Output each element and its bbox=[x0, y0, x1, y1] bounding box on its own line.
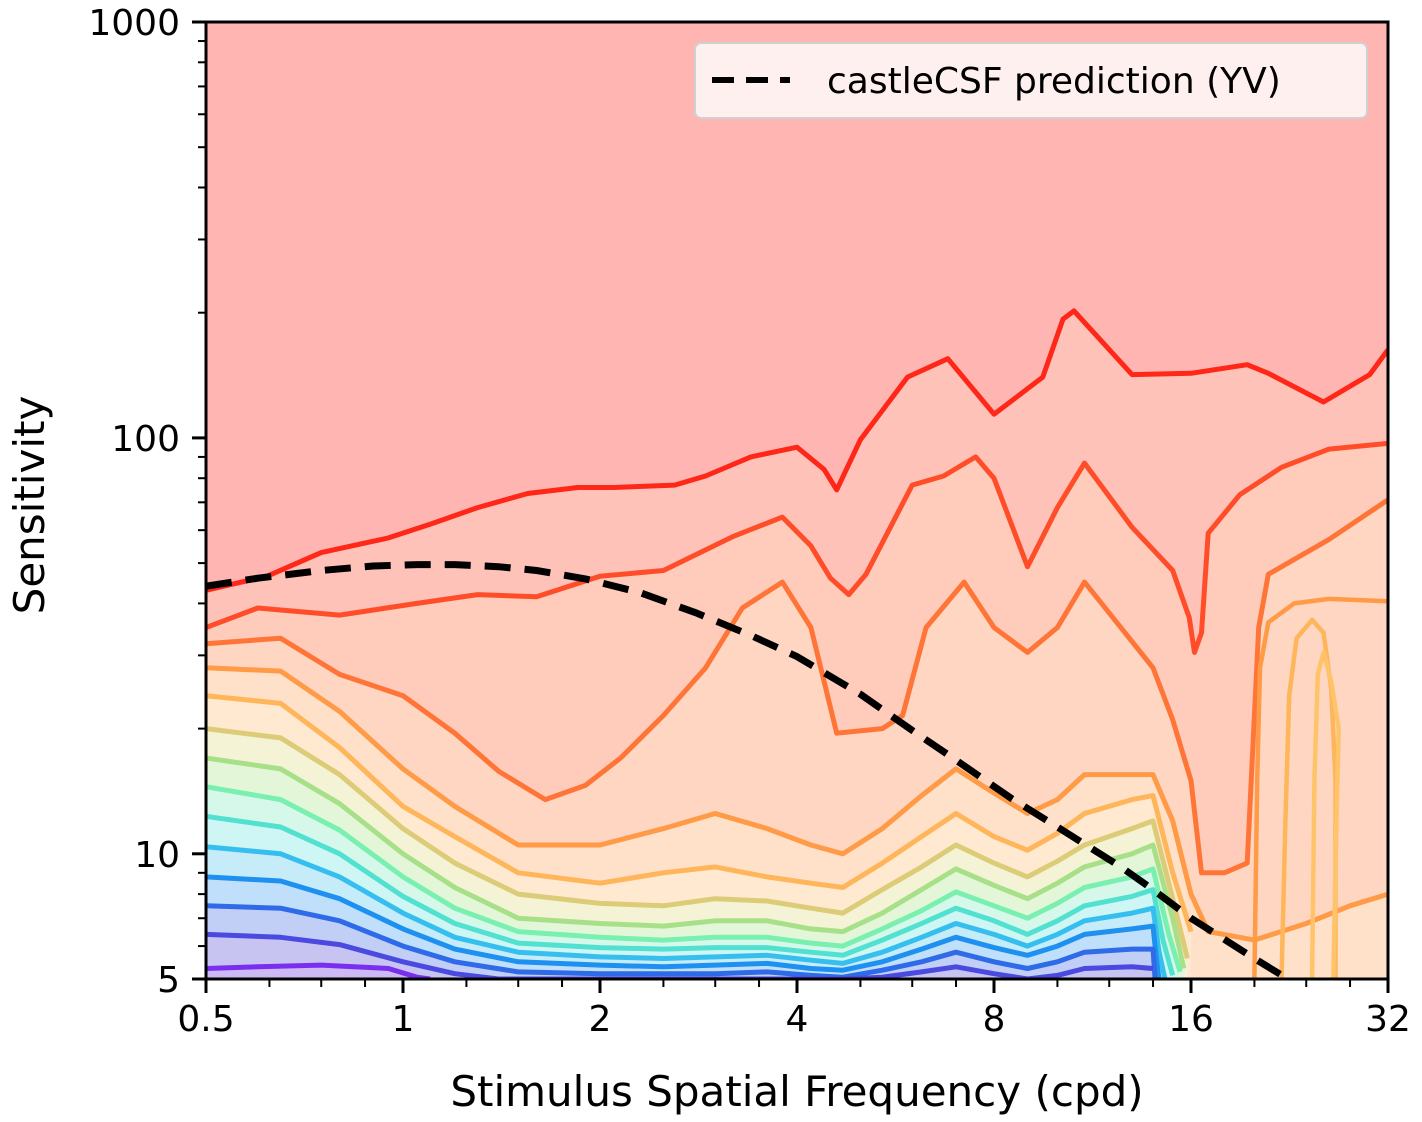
x-tick-label-3: 4 bbox=[786, 999, 809, 1040]
contour-line-9 bbox=[206, 844, 1168, 979]
axis-ticks: 0.5 1 2 4 8 16 32 5 10 100 1000 bbox=[88, 3, 1411, 1040]
x-tick-label-4: 8 bbox=[983, 999, 1006, 1040]
contour-line-1 bbox=[206, 440, 1388, 655]
prediction-series bbox=[206, 561, 1295, 979]
y-tick-label-2: 100 bbox=[111, 419, 180, 460]
right-contour-line-1 bbox=[1279, 617, 1338, 979]
prediction-line bbox=[206, 561, 1295, 979]
contour-fills bbox=[206, 310, 1388, 979]
right-contour-line-0 bbox=[1252, 596, 1388, 979]
right-contour-line-2 bbox=[1309, 650, 1341, 979]
contour-line-10 bbox=[206, 874, 1162, 979]
y-axis-title: Sensitivity bbox=[5, 396, 54, 615]
contour-fill-10 bbox=[206, 876, 1160, 979]
contour-line-4 bbox=[206, 693, 1194, 933]
y-tick-label-0: 5 bbox=[157, 960, 180, 1001]
contour-line-2 bbox=[206, 497, 1388, 876]
contour-line-3 bbox=[206, 665, 1388, 943]
y-tick-label-1: 10 bbox=[134, 835, 180, 876]
x-tick-label-2: 2 bbox=[589, 999, 612, 1040]
x-tick-label-1: 1 bbox=[392, 999, 415, 1040]
legend-label: castleCSF prediction (YV) bbox=[827, 61, 1281, 102]
contour-line-0 bbox=[206, 308, 1388, 593]
x-tick-label-5: 16 bbox=[1168, 999, 1214, 1040]
contour-line-7 bbox=[206, 784, 1183, 973]
contour-line-5 bbox=[206, 726, 1190, 960]
x-tick-label-0: 0.5 bbox=[177, 999, 234, 1040]
x-axis-title: Stimulus Spatial Frequency (cpd) bbox=[450, 1067, 1143, 1116]
legend: castleCSF prediction (YV) bbox=[694, 42, 1368, 119]
x-tick-label-6: 32 bbox=[1365, 999, 1411, 1040]
contour-line-6 bbox=[206, 755, 1187, 970]
y-tick-label-3: 1000 bbox=[88, 3, 180, 44]
legend-box bbox=[694, 42, 1368, 119]
contour-line-8 bbox=[206, 813, 1176, 977]
